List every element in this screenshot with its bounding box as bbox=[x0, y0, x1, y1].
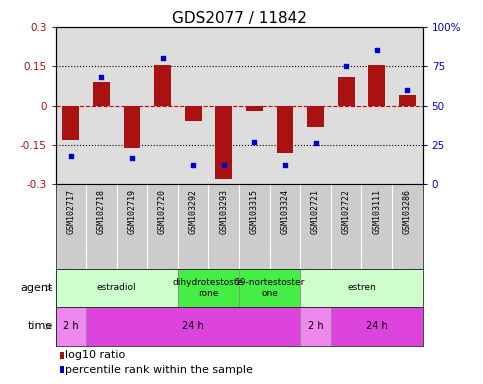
Text: log10 ratio: log10 ratio bbox=[65, 350, 125, 360]
Point bbox=[312, 140, 319, 146]
Text: GSM103286: GSM103286 bbox=[403, 189, 412, 233]
Bar bbox=[93, 82, 110, 106]
Bar bbox=[124, 106, 141, 147]
Point bbox=[67, 153, 75, 159]
Text: 2 h: 2 h bbox=[63, 321, 79, 331]
Text: dihydrotestoste
rone: dihydrotestoste rone bbox=[173, 278, 244, 298]
Text: GSM103315: GSM103315 bbox=[250, 189, 259, 233]
Text: time: time bbox=[28, 321, 53, 331]
Bar bbox=[246, 106, 263, 111]
Bar bbox=[56, 307, 86, 346]
Text: GSM102718: GSM102718 bbox=[97, 189, 106, 233]
Point bbox=[220, 162, 227, 169]
Text: GSM102722: GSM102722 bbox=[341, 189, 351, 233]
Text: GSM103111: GSM103111 bbox=[372, 189, 381, 233]
Point bbox=[281, 162, 289, 169]
Point bbox=[403, 87, 411, 93]
Text: GSM103293: GSM103293 bbox=[219, 189, 228, 233]
Point bbox=[373, 47, 381, 53]
Point bbox=[251, 139, 258, 145]
Point bbox=[342, 63, 350, 70]
Text: agent: agent bbox=[21, 283, 53, 293]
Text: GSM103292: GSM103292 bbox=[189, 189, 198, 233]
Bar bbox=[154, 65, 171, 106]
Bar bbox=[300, 307, 331, 346]
Bar bbox=[277, 106, 293, 153]
Text: 19-nortestoster
one: 19-nortestoster one bbox=[234, 278, 305, 298]
Bar bbox=[369, 65, 385, 106]
Point bbox=[98, 74, 105, 80]
Bar bbox=[307, 106, 324, 127]
Text: GSM102720: GSM102720 bbox=[158, 189, 167, 233]
Text: 24 h: 24 h bbox=[366, 321, 388, 331]
Text: percentile rank within the sample: percentile rank within the sample bbox=[65, 365, 253, 375]
Bar bbox=[399, 95, 416, 106]
Text: 24 h: 24 h bbox=[182, 321, 204, 331]
Text: GSM103324: GSM103324 bbox=[281, 189, 289, 233]
Text: estradiol: estradiol bbox=[97, 283, 137, 293]
Bar bbox=[239, 269, 300, 307]
Bar bbox=[331, 307, 423, 346]
Bar bbox=[62, 106, 79, 140]
Bar bbox=[56, 269, 178, 307]
Title: GDS2077 / 11842: GDS2077 / 11842 bbox=[171, 11, 307, 26]
Bar bbox=[86, 307, 300, 346]
Text: estren: estren bbox=[347, 283, 376, 293]
Bar bbox=[338, 77, 355, 106]
Text: GSM102717: GSM102717 bbox=[66, 189, 75, 233]
Bar bbox=[185, 106, 201, 121]
Bar bbox=[215, 106, 232, 179]
Bar bbox=[300, 269, 423, 307]
Point bbox=[159, 55, 167, 61]
Text: GSM102721: GSM102721 bbox=[311, 189, 320, 233]
Text: GSM102719: GSM102719 bbox=[128, 189, 137, 233]
Point bbox=[128, 154, 136, 161]
Point bbox=[189, 162, 197, 169]
Bar bbox=[178, 269, 239, 307]
Text: 2 h: 2 h bbox=[308, 321, 324, 331]
